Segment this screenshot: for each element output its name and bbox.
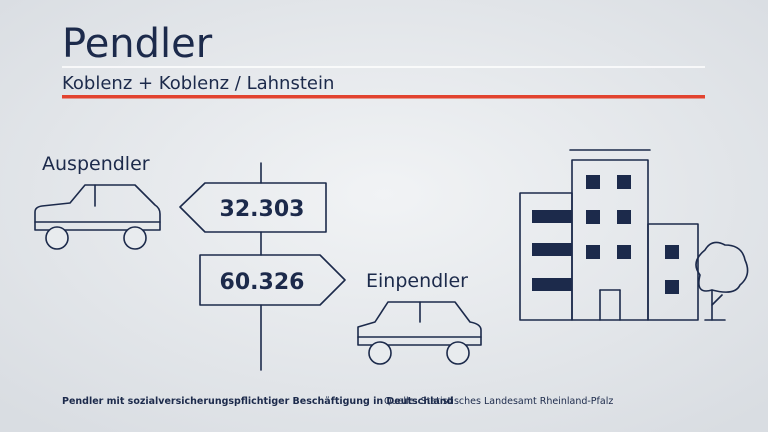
subtitle: Koblenz + Koblenz / Lahnstein — [62, 73, 334, 94]
flow-value: 32.303 — [220, 197, 305, 222]
footnote: Pendler mit sozialversicherungspflichtig… — [62, 396, 453, 407]
flow-label: Auspendler — [42, 153, 150, 175]
title: Pendler — [62, 21, 213, 67]
signpost-icon — [179, 162, 346, 371]
car-icon — [34, 184, 161, 250]
flow-value: 60.326 — [220, 270, 305, 295]
flow-label: Einpendler — [366, 270, 468, 292]
source: Quelle: Statistisches Landesamt Rheinlan… — [384, 396, 613, 407]
accent-rule — [62, 95, 705, 99]
buildings-icon — [519, 149, 749, 321]
car-icon — [357, 301, 482, 365]
